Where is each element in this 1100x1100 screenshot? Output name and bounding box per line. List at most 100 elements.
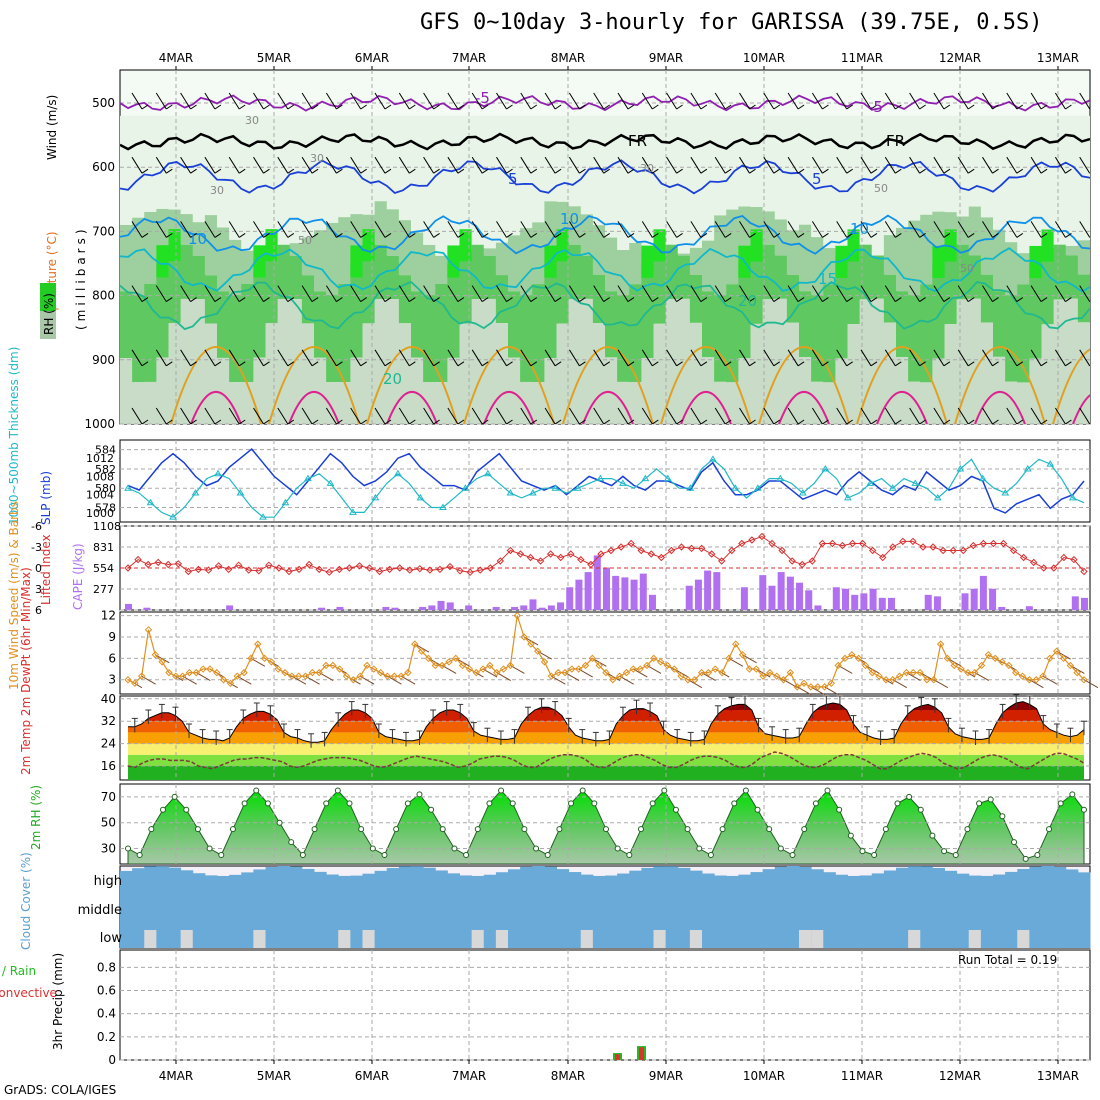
rh-point	[941, 848, 948, 855]
li-marker	[818, 539, 827, 548]
wind-barb	[568, 285, 580, 302]
wind-barb-flag	[287, 104, 295, 110]
wind-barb	[1030, 221, 1042, 238]
cloud-high-cell	[1053, 867, 1067, 892]
wind-speed-marker	[650, 654, 658, 663]
li-marker	[1070, 555, 1078, 564]
li-marker	[536, 557, 545, 565]
cloud-low-gap	[253, 930, 266, 948]
cloud-high-cell	[653, 866, 667, 892]
li-tick-label: -6	[31, 520, 42, 533]
rh-band-low	[120, 358, 134, 424]
rh-band-light	[120, 115, 134, 225]
wind-barb-flag	[457, 168, 465, 174]
wind-barb-flag	[992, 168, 999, 174]
cape-bar	[318, 607, 326, 610]
wind-barb	[617, 407, 629, 424]
rh-band-mid	[823, 248, 837, 285]
wind-barb	[593, 407, 605, 424]
warm-contour	[856, 345, 948, 424]
temp-line	[128, 701, 1085, 743]
rh-band-low	[605, 357, 619, 424]
wind-barb-flag	[433, 297, 440, 303]
li-marker	[557, 553, 565, 562]
hot-contour	[582, 391, 634, 424]
rh-point	[416, 791, 423, 798]
rh-band-high	[180, 244, 194, 299]
wind-barb-flag	[992, 232, 999, 238]
rh-band-mid	[229, 239, 243, 296]
wind-barb	[520, 349, 532, 367]
cloud-low-gap	[689, 930, 703, 948]
wind-barb-flag	[263, 168, 270, 174]
wind-barb	[836, 221, 848, 238]
wind-barb	[811, 285, 823, 302]
rh-band-mid	[726, 209, 740, 285]
cape-bar	[630, 579, 638, 610]
contour-label: 15	[818, 270, 837, 288]
wind-barb-flag	[530, 361, 538, 367]
wind-barb-flag	[1040, 361, 1048, 367]
wind-barb-flag	[992, 297, 999, 303]
cloud-high-cell	[265, 867, 279, 892]
cloud-high-cell	[993, 874, 1006, 892]
li-tick-label: -3	[31, 541, 42, 554]
cloud-mid-low-cell	[750, 892, 764, 948]
rh-band-low	[1065, 298, 1079, 424]
wind-speed-marker	[424, 654, 433, 663]
cloud-high-cell	[580, 874, 594, 892]
thickness-marker	[641, 474, 650, 482]
wind-barb	[641, 349, 653, 367]
rh-band-low	[374, 299, 388, 424]
rh-band-low	[677, 298, 691, 424]
cape-bar	[685, 585, 693, 610]
rh-point	[999, 813, 1006, 820]
rh-band-high	[326, 295, 340, 383]
cape-bar	[869, 588, 877, 610]
cape-bar	[566, 587, 574, 610]
precip-axis: 0 0.2 0.4 0.6 0.8	[97, 960, 116, 1067]
li-marker	[687, 544, 696, 553]
wind-barb	[374, 285, 386, 302]
cloud-mid-low-cell	[204, 892, 218, 948]
rh-band-light	[520, 115, 534, 229]
wind-barb	[617, 285, 629, 302]
wind-barb-flag	[967, 419, 975, 424]
rh-point	[568, 800, 575, 807]
wind-barb	[180, 221, 192, 238]
wind-speed-marker	[465, 665, 474, 673]
rh-band-light	[908, 115, 922, 221]
cloud-mid-low-cell	[301, 892, 315, 948]
wind-barb	[520, 92, 532, 110]
wind-barb-flag	[433, 361, 440, 367]
thickness-marker	[933, 493, 942, 501]
hot-contour	[386, 391, 438, 424]
wind-barb	[739, 285, 750, 302]
rh-point	[428, 806, 435, 813]
li-marker	[1019, 553, 1028, 562]
cloud-high-cell	[289, 866, 303, 892]
rh-band-high	[786, 274, 800, 323]
wind-barb	[982, 221, 993, 238]
wind-barb	[398, 407, 410, 424]
rh-band-low	[774, 298, 788, 424]
rh-point	[661, 787, 668, 794]
cloud-mid-low-cell	[871, 892, 885, 948]
cape-bar	[1081, 597, 1088, 610]
thickness-axis-label: 1000~500mb Thickness (dm)	[7, 347, 21, 525]
wind-speed-marker	[308, 668, 317, 677]
contour-label: 50	[874, 182, 888, 195]
rh-band-light	[1065, 115, 1079, 246]
rh-point	[183, 806, 190, 813]
wind-barb-flag	[870, 297, 878, 303]
wind-barb	[277, 221, 289, 238]
li-marker	[1050, 564, 1058, 572]
rh-band-high	[799, 291, 813, 358]
wind-speed-marker	[1059, 654, 1068, 663]
wind-barb-flag	[579, 232, 586, 238]
wind-barb	[496, 349, 507, 367]
wind-barb	[325, 92, 337, 110]
wind-barb-flag	[749, 361, 756, 367]
cape-bar	[1025, 606, 1033, 610]
wind-barb-flag	[1089, 364, 1090, 367]
